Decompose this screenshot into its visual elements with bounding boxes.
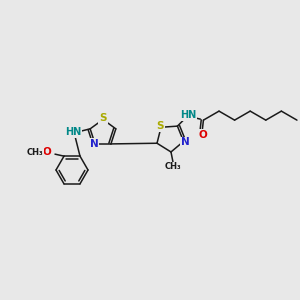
Text: HN: HN xyxy=(180,110,196,120)
Text: N: N xyxy=(181,137,190,147)
Text: S: S xyxy=(156,121,164,131)
Text: HN: HN xyxy=(65,127,81,137)
Text: S: S xyxy=(99,113,107,123)
Text: CH₃: CH₃ xyxy=(165,163,181,172)
Text: O: O xyxy=(198,130,207,140)
Text: N: N xyxy=(90,139,98,149)
Text: O: O xyxy=(43,147,51,157)
Text: CH₃: CH₃ xyxy=(27,148,43,157)
